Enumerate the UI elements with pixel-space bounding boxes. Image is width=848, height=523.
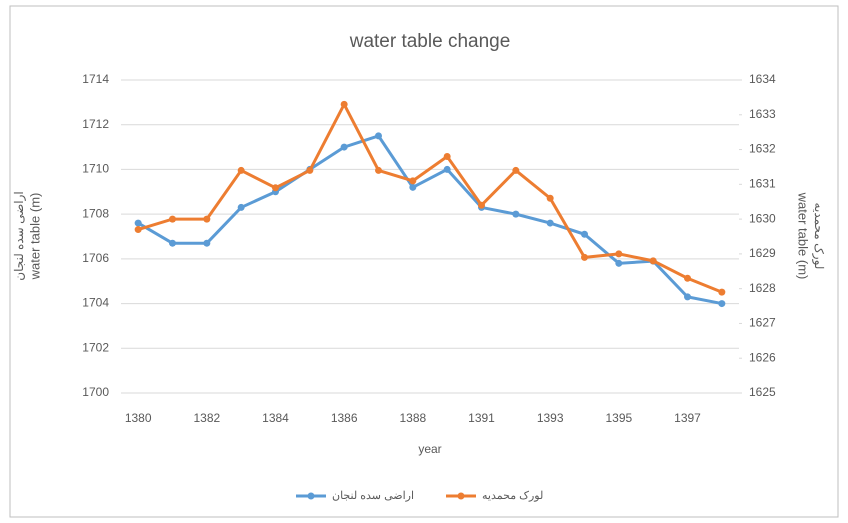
y-axis-title: اراضی سده لنجان — [12, 191, 26, 280]
y2-axis-title: water table (m) — [796, 192, 811, 280]
data-point — [203, 215, 211, 223]
data-point — [615, 259, 623, 267]
y2-axis-title: لورک محمدیه — [812, 203, 826, 270]
y-tick-label: 1702 — [82, 340, 109, 354]
y2-tick-label: 1634 — [749, 72, 776, 86]
data-point — [684, 274, 691, 282]
series-line — [137, 134, 723, 306]
y-tick-label: 1708 — [82, 206, 109, 220]
y2-tick-label: 1628 — [749, 281, 776, 295]
y2-tick-label: 1626 — [749, 350, 776, 364]
data-point — [546, 194, 554, 202]
data-point — [581, 230, 588, 238]
data-point — [615, 250, 623, 258]
data-point — [718, 300, 726, 308]
data-point — [546, 219, 554, 227]
data-point — [306, 166, 314, 174]
data-point — [169, 215, 176, 223]
y2-tick-label: 1633 — [749, 107, 776, 121]
y-tick-label: 1700 — [82, 385, 109, 399]
data-point — [512, 210, 520, 218]
data-point — [649, 257, 657, 265]
x-tick-label: 1382 — [193, 411, 220, 425]
x-tick-label: 1388 — [399, 411, 426, 425]
y2-tick-label: 1632 — [749, 142, 776, 156]
legend-label: اراضی سده لنجان — [332, 490, 414, 502]
chart-title: water table change — [349, 31, 511, 52]
y-tick-label: 1706 — [82, 251, 109, 265]
y2-tick-label: 1630 — [749, 211, 776, 225]
y2-tick-label: 1631 — [749, 177, 776, 191]
x-tick-label: 1395 — [605, 411, 632, 425]
x-tick-label: 1397 — [674, 411, 701, 425]
data-point — [581, 253, 588, 261]
x-axis-title: year — [418, 442, 441, 456]
series-line — [137, 101, 723, 294]
legend-swatch-dot — [457, 492, 465, 500]
data-point — [512, 166, 520, 174]
data-point — [134, 219, 142, 227]
data-point — [203, 239, 211, 247]
y2-tick-label: 1627 — [749, 316, 776, 330]
y2-tick-label: 1629 — [749, 246, 776, 260]
data-point — [684, 293, 691, 301]
data-point — [375, 166, 382, 174]
data-point — [237, 166, 245, 174]
data-point — [272, 184, 279, 192]
chart-frame — [9, 5, 839, 518]
data-point — [134, 226, 142, 234]
data-point — [409, 183, 417, 191]
legend-label: لورک محمدیه — [482, 490, 543, 502]
y-tick-label: 1704 — [82, 296, 109, 310]
data-point — [718, 288, 726, 296]
data-point — [409, 177, 417, 185]
data-point — [340, 143, 348, 151]
x-tick-label: 1386 — [331, 411, 358, 425]
data-point — [169, 239, 176, 247]
y-tick-label: 1712 — [82, 117, 109, 131]
data-point — [340, 100, 348, 108]
data-point — [237, 203, 245, 211]
data-point — [478, 201, 485, 209]
data-point — [443, 165, 451, 173]
y-tick-label: 1710 — [82, 162, 109, 176]
data-point — [375, 132, 382, 140]
data-point — [443, 153, 451, 161]
x-tick-label: 1384 — [262, 411, 289, 425]
x-tick-label: 1380 — [125, 411, 152, 425]
y-tick-label: 1714 — [82, 72, 109, 86]
y2-tick-label: 1625 — [749, 385, 776, 399]
y-axis-title: water table (m) — [27, 193, 42, 281]
x-tick-label: 1393 — [537, 411, 564, 425]
x-tick-label: 1391 — [468, 411, 495, 425]
legend-swatch-dot — [307, 492, 315, 500]
